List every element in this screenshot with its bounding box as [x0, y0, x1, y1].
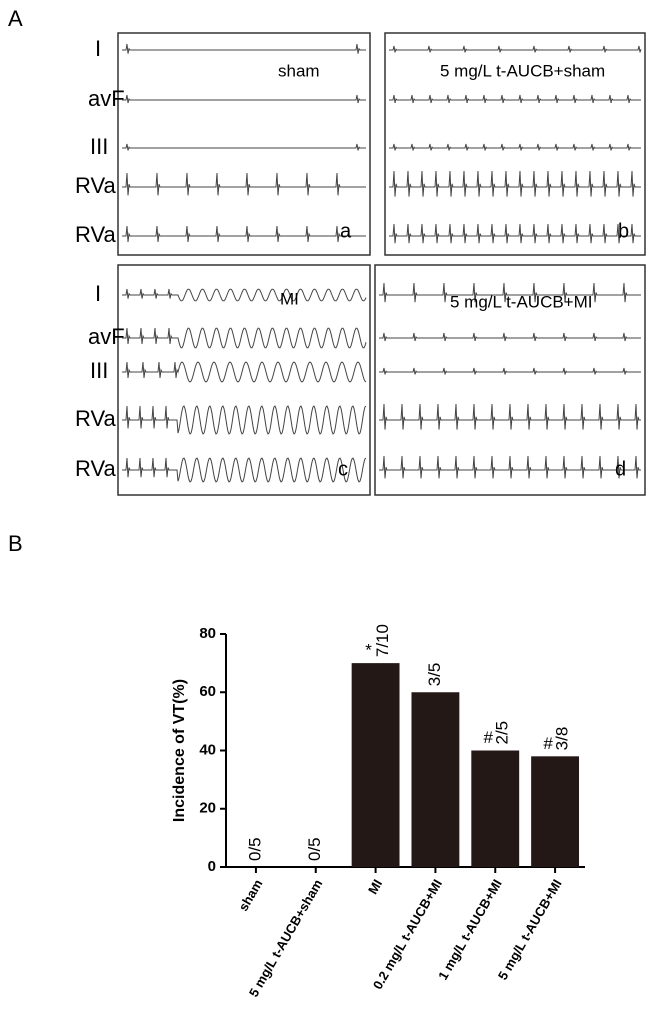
recording-letter: b: [618, 220, 629, 242]
ecg-trace: [379, 403, 641, 430]
ecg-trace: [389, 223, 641, 244]
fraction-label: 3/8: [553, 727, 572, 751]
y-axis-label: Incidence of VT(%): [171, 679, 188, 822]
ecg-trace: [122, 225, 366, 243]
x-tick-label: 1 mg/L t-AUCB+MI: [435, 877, 505, 983]
lead-label: RVa: [75, 222, 117, 247]
x-tick-label: 0.2 mg/L t-AUCB+MI: [370, 877, 445, 992]
recording-title: sham: [278, 61, 320, 80]
ecg-trace: [122, 94, 366, 104]
lead-label: avF: [88, 324, 125, 349]
ecg-box: [374, 264, 646, 496]
panel-label: B: [8, 531, 23, 556]
bar: [531, 756, 580, 867]
ecg-trace: [122, 457, 367, 483]
lead-label: III: [90, 358, 108, 383]
ecg-trace: [122, 143, 366, 151]
fraction-label: 2/5: [493, 721, 512, 745]
recording-letter: d: [615, 458, 626, 480]
y-tick-label: 0: [208, 858, 216, 875]
ecg-trace: [122, 327, 367, 349]
fraction-label: 3/5: [425, 663, 444, 687]
y-tick-label: 20: [199, 800, 216, 817]
bar: [351, 663, 400, 867]
y-tick-label: 60: [199, 683, 216, 700]
recording-title: MI: [280, 289, 299, 308]
recording-letter: c: [338, 458, 348, 480]
recording-title: 5 mg/L t-AUCB+MI: [450, 292, 593, 311]
ecg-box: [384, 32, 646, 256]
ecg-box: [117, 264, 371, 496]
fraction-label: 0/5: [245, 837, 264, 861]
ecg-trace: [379, 455, 641, 479]
lead-label: RVa: [75, 406, 117, 431]
ecg-trace: [122, 172, 366, 196]
ecg-trace: [389, 94, 641, 104]
significance-marker: #: [543, 734, 553, 753]
bar: [411, 692, 460, 867]
panel-label: A: [8, 6, 23, 31]
fraction-label: 7/10: [373, 624, 392, 657]
ecg-trace: [379, 367, 641, 375]
lead-label: RVa: [75, 456, 117, 481]
x-tick-label: sham: [236, 877, 266, 914]
ecg-trace: [389, 170, 641, 197]
lead-label: I: [95, 36, 101, 61]
x-tick-label: MI: [365, 877, 385, 897]
ecg-trace: [379, 282, 641, 303]
ecg-trace: [379, 332, 641, 342]
ecg-trace: [122, 361, 367, 383]
ecg-trace: [122, 43, 366, 54]
ecg-trace: [389, 143, 641, 151]
lead-label: RVa: [75, 173, 117, 198]
lead-label: III: [90, 134, 108, 159]
significance-marker: #: [484, 728, 494, 747]
lead-label: avF: [88, 86, 125, 111]
significance-marker: *: [365, 641, 372, 660]
bar-chart: 0 20 40 60 80 Incidence of VT(%) sham 0/5 5 mg/L…: [171, 624, 585, 999]
lead-label: I: [95, 281, 101, 306]
fraction-label: 0/5: [305, 837, 324, 861]
recording-title: 5 mg/L t-AUCB+sham: [440, 61, 605, 80]
ecg-trace: [389, 45, 642, 53]
ecg-trace: [122, 405, 367, 435]
ecg-box: [117, 32, 371, 256]
y-tick-label: 40: [199, 741, 216, 758]
recording-letter: a: [340, 220, 352, 242]
y-tick-label: 80: [199, 625, 216, 642]
ecg-trace: [122, 288, 367, 302]
bar: [471, 750, 520, 867]
x-tick-label: 5 mg/L t-AUCB+MI: [495, 877, 565, 983]
